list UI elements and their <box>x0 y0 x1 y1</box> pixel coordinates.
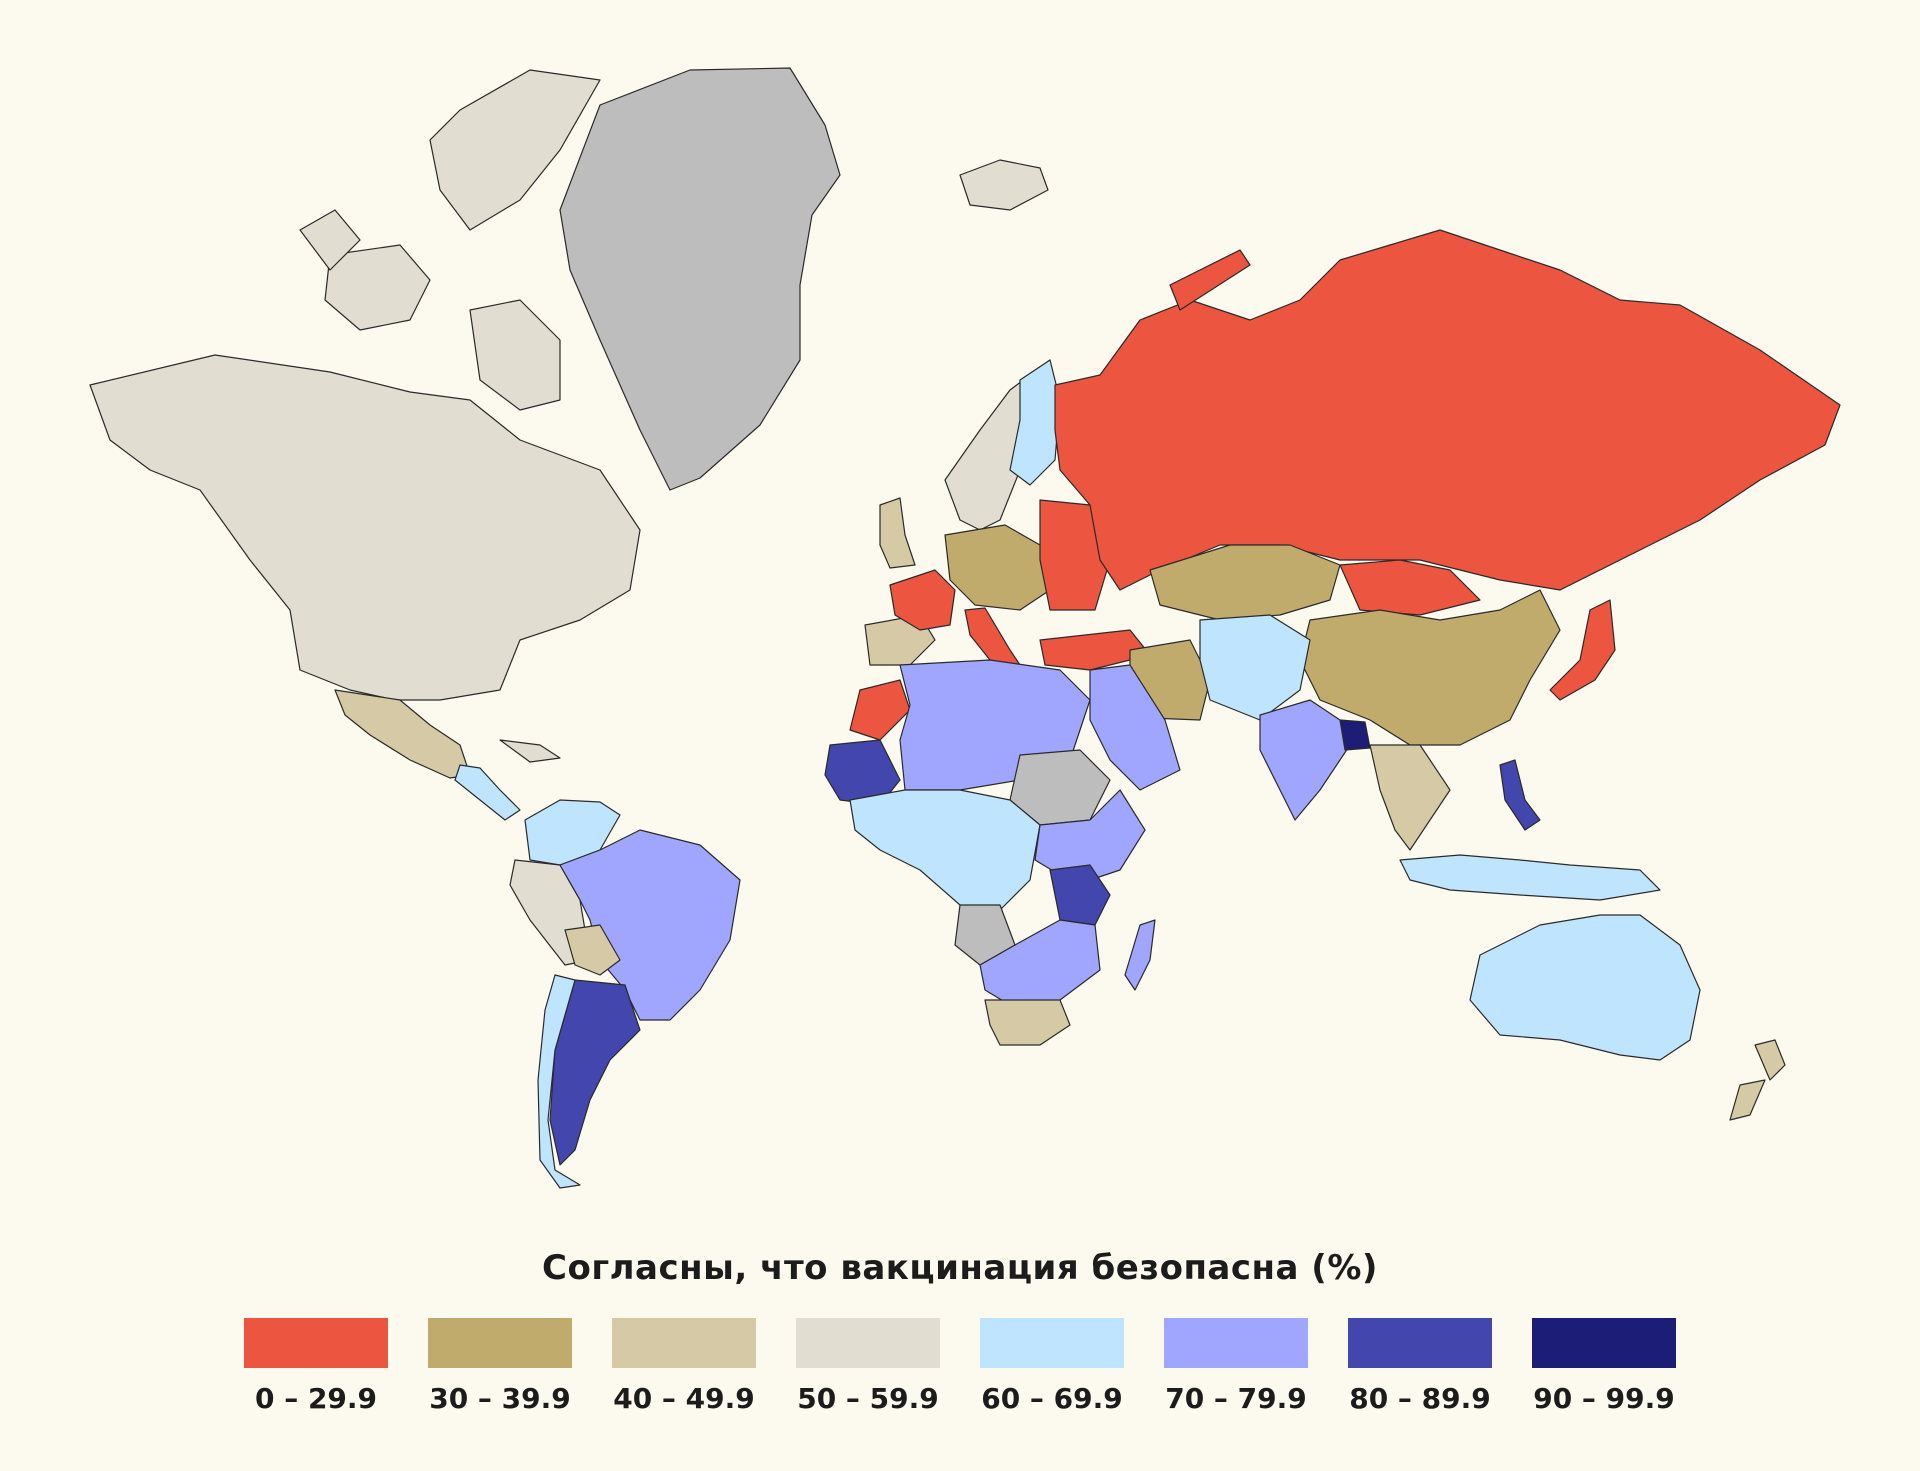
legend-swatch <box>980 1318 1124 1368</box>
legend-swatch <box>244 1318 388 1368</box>
legend-title: Согласны, что вакцинация безопасна (%) <box>542 1248 1378 1288</box>
legend-item-4: 60 – 69.9 <box>980 1318 1124 1415</box>
region-mongolia <box>1339 559 1481 616</box>
region-central-asia <box>1199 614 1311 721</box>
region-arctic-islands-3 <box>469 299 561 411</box>
region-russia-novaya-zemlya <box>1169 249 1251 311</box>
legend-swatch <box>796 1318 940 1368</box>
region-arabia <box>1089 664 1181 791</box>
region-morocco <box>849 679 911 741</box>
region-north-america <box>89 354 641 701</box>
region-indonesia <box>1399 854 1661 901</box>
region-south-africa <box>984 999 1071 1046</box>
legend-label: 80 – 89.9 <box>1349 1382 1491 1415</box>
legend-swatch <box>428 1318 572 1368</box>
region-turkey <box>1039 629 1151 671</box>
region-southern-africa <box>979 919 1101 1006</box>
legend-item-3: 50 – 59.9 <box>796 1318 940 1415</box>
region-kazakhstan <box>1149 544 1341 621</box>
region-bangladesh <box>1339 719 1371 751</box>
region-france <box>889 569 956 631</box>
world-map <box>89 67 1841 1189</box>
region-east-africa <box>1034 789 1146 881</box>
region-northern-south-america <box>524 799 621 866</box>
region-arctic-islands-4 <box>299 209 361 271</box>
legend-item-6: 80 – 89.9 <box>1348 1318 1492 1415</box>
legend-swatch <box>1348 1318 1492 1368</box>
region-caribbean <box>499 739 561 763</box>
region-china <box>1299 589 1561 746</box>
legend-label: 70 – 79.9 <box>1165 1382 1307 1415</box>
region-central-america <box>454 764 521 821</box>
region-finland <box>1009 359 1061 486</box>
legend-label: 60 – 69.9 <box>981 1382 1123 1415</box>
legend-item-0: 0 – 29.9 <box>244 1318 388 1415</box>
region-mexico <box>334 689 471 779</box>
region-central-europe <box>944 524 1051 611</box>
legend-swatch <box>1532 1318 1676 1368</box>
region-arctic-islands <box>429 69 601 231</box>
legend-item-5: 70 – 79.9 <box>1164 1318 1308 1415</box>
legend-item-2: 40 – 49.9 <box>612 1318 756 1415</box>
region-united-kingdom <box>879 497 916 569</box>
legend-label: 30 – 39.9 <box>429 1382 571 1415</box>
region-russia <box>1054 229 1841 591</box>
legend-item-7: 90 – 99.9 <box>1532 1318 1676 1415</box>
region-central-africa <box>849 789 1041 911</box>
region-bolivia <box>564 924 621 976</box>
legend-label: 90 – 99.9 <box>1533 1382 1675 1415</box>
region-japan <box>1549 599 1616 701</box>
region-chile <box>537 974 581 1189</box>
region-philippines <box>1499 759 1541 831</box>
legend-label: 0 – 29.9 <box>254 1382 378 1415</box>
region-new-zealand <box>1754 1039 1786 1081</box>
legend-swatch <box>612 1318 756 1368</box>
region-southeast-asia <box>1369 744 1451 851</box>
region-argentina <box>549 979 641 1166</box>
region-iceland <box>959 159 1049 211</box>
region-australia <box>1469 914 1701 1061</box>
legend-swatch <box>1164 1318 1308 1368</box>
region-madagascar <box>1124 919 1156 991</box>
region-new-zealand-south <box>1729 1079 1766 1121</box>
region-india <box>1259 699 1351 821</box>
legend-item-1: 30 – 39.9 <box>428 1318 572 1415</box>
region-arctic-islands-2 <box>324 244 431 331</box>
legend-label: 50 – 59.9 <box>797 1382 939 1415</box>
region-tanzania <box>1049 864 1111 926</box>
legend-label: 40 – 49.9 <box>613 1382 755 1415</box>
region-greenland <box>559 67 841 491</box>
